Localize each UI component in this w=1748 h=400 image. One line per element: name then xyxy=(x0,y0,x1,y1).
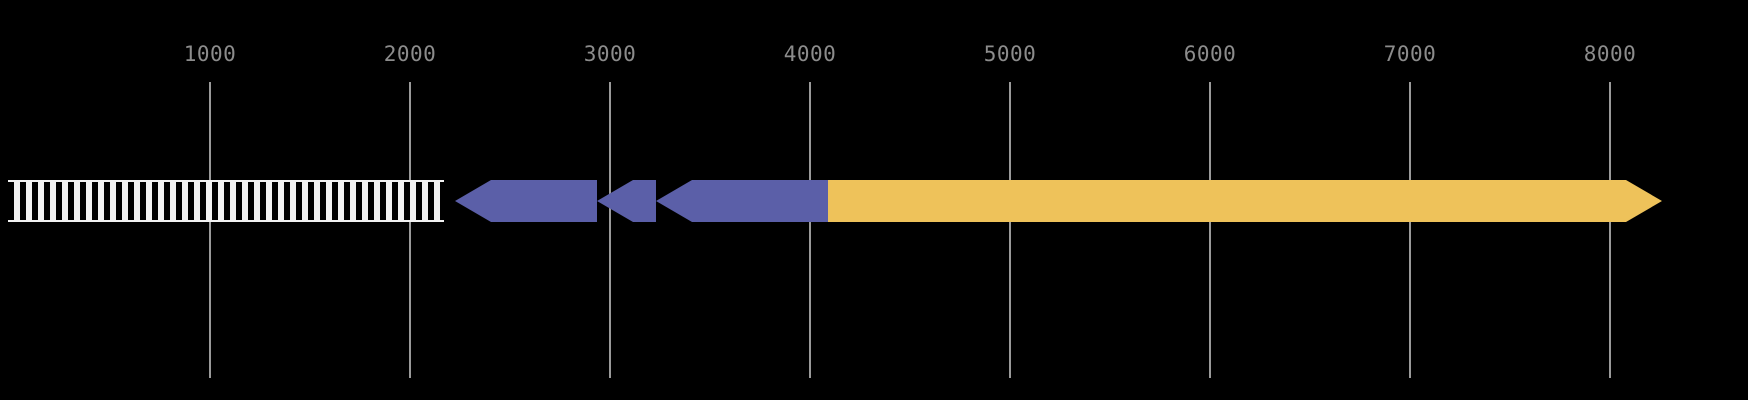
axis-tick-label: 4000 xyxy=(783,42,837,66)
axis-gridline xyxy=(1209,82,1211,378)
hatch-fill xyxy=(8,180,444,222)
axis-tick-label: 2000 xyxy=(383,42,437,66)
axis-gridline xyxy=(1009,82,1011,378)
feature-arrow-4[interactable] xyxy=(828,180,1662,222)
axis-tick-label: 1000 xyxy=(183,42,237,66)
arrow-fill xyxy=(828,180,1662,222)
feature-arrow-1[interactable] xyxy=(455,180,597,222)
axis-gridline xyxy=(409,82,411,378)
axis-tick-label: 6000 xyxy=(1183,42,1237,66)
arrow-fill xyxy=(455,180,597,222)
axis-gridline xyxy=(809,82,811,378)
feature-hatched-region[interactable] xyxy=(8,180,444,222)
axis-tick-label: 8000 xyxy=(1583,42,1637,66)
feature-arrow-3[interactable] xyxy=(656,180,832,222)
feature-arrow-2[interactable] xyxy=(597,180,656,222)
axis-gridline xyxy=(209,82,211,378)
axis-tick-label: 3000 xyxy=(583,42,637,66)
axis-tick-label: 7000 xyxy=(1383,42,1437,66)
arrow-fill xyxy=(597,180,656,222)
axis-gridline xyxy=(1409,82,1411,378)
axis-tick-label: 5000 xyxy=(983,42,1037,66)
axis-gridline xyxy=(1609,82,1611,378)
axis-gridline xyxy=(609,82,611,378)
arrow-fill xyxy=(656,180,832,222)
